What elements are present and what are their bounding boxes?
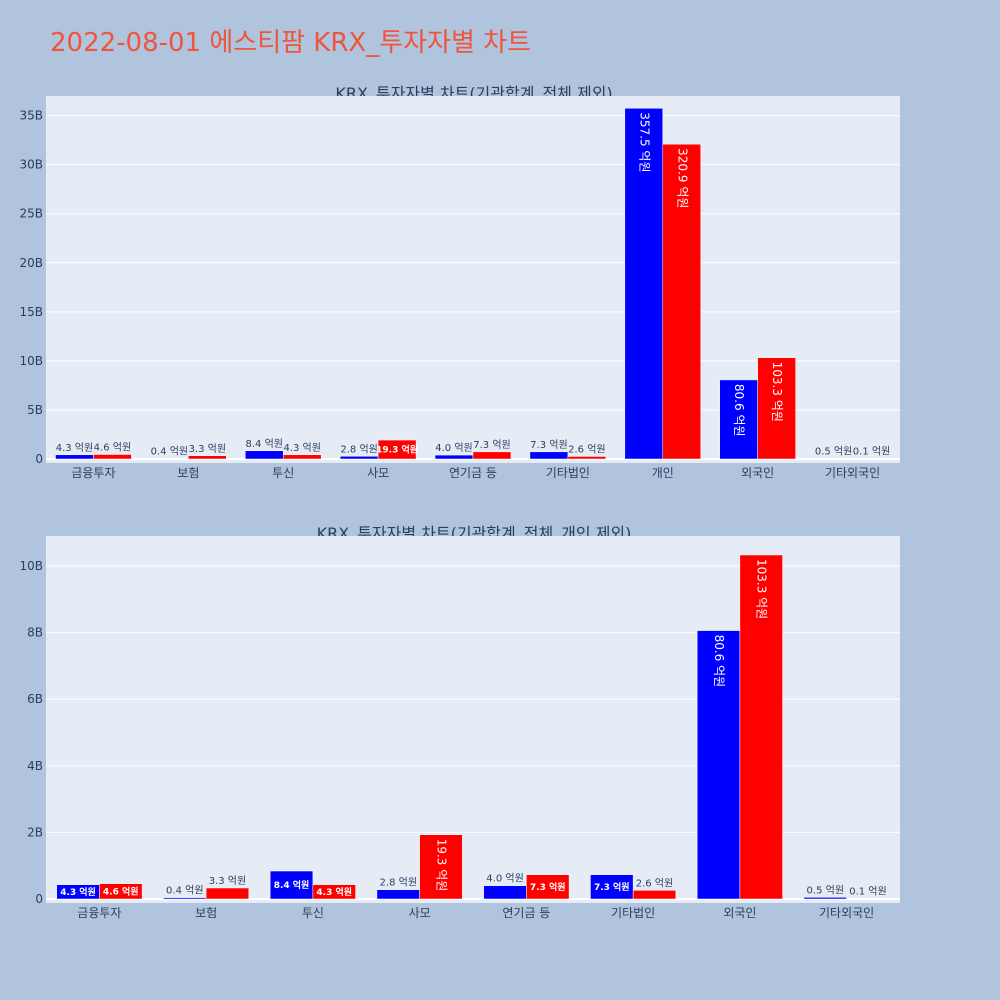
chart-1-x-tick-label: 외국인 xyxy=(741,466,774,480)
chart-1-data-label: 3.3 억원 xyxy=(189,443,226,455)
chart-1-bar xyxy=(377,439,417,460)
chart-1-data-label: 4.3 억원 xyxy=(283,442,320,454)
chart-1-y-tick-label: 0 xyxy=(35,452,43,466)
chart-1-y-tick-label: 15B xyxy=(19,305,43,319)
chart-1-x-tick-label: 사모 xyxy=(367,466,389,480)
chart-1-x-tick-label: 기타외국인 xyxy=(825,466,880,480)
chart-1-data-label: 103.3 억원 xyxy=(770,362,784,422)
chart-2-data-label: 8.4 억원 xyxy=(274,879,310,891)
chart-2-x-tick-label: 기타법인 xyxy=(611,906,655,920)
chart-2-bar xyxy=(632,890,677,900)
chart-1-bar xyxy=(624,108,664,460)
chart-1-x-tick-label: 금융투자 xyxy=(71,466,115,480)
chart-1-data-label: 320.9 억원 xyxy=(675,148,689,208)
chart-1-bar xyxy=(567,456,607,460)
page-title: 2022-08-01 에스티팜 KRX_투자자별 차트 xyxy=(50,28,532,58)
chart-1-y-tick-label: 35B xyxy=(19,109,43,123)
chart-2-data-label: 2.8 억원 xyxy=(380,877,417,889)
chart-1-bar xyxy=(245,450,284,460)
chart-2-data-label: 19.3 억원 xyxy=(434,839,448,892)
chart-2-x-tick-label: 보험 xyxy=(195,906,217,920)
chart-1-bar xyxy=(472,451,512,460)
chart-2-y-tick-label: 8B xyxy=(27,626,43,640)
chart-1-data-label: 8.4 억원 xyxy=(246,438,283,450)
chart-1-x-tick-label: 투신 xyxy=(272,466,294,480)
chart-1-data-label: 2.8 억원 xyxy=(340,443,377,455)
chart-1-x-tick-label: 보험 xyxy=(177,466,199,480)
chart-2-bar xyxy=(803,897,847,900)
chart-2-bar xyxy=(739,554,783,900)
chart-1-bar xyxy=(852,458,891,460)
chart-1-data-label: 7.3 억원 xyxy=(530,439,567,451)
chart-2-x-tick-label: 기타외국인 xyxy=(819,906,874,920)
chart-1-bar xyxy=(814,458,853,460)
chart-2-data-label: 3.3 억원 xyxy=(209,875,246,887)
chart-1-data-label: 80.6 억원 xyxy=(732,384,746,437)
chart-1-bar xyxy=(150,458,189,460)
chart-1-y-tick-label: 5B xyxy=(27,403,43,417)
chart-1-bar xyxy=(719,379,758,460)
chart-2-data-label: 4.0 억원 xyxy=(486,873,523,885)
chart-2-y-tick-label: 6B xyxy=(27,692,43,706)
chart-2-data-label: 80.6 억원 xyxy=(712,635,726,688)
chart-1-y-tick-label: 30B xyxy=(19,158,43,172)
chart-2-data-label: 0.1 억원 xyxy=(849,886,886,898)
chart-2-data-label: 7.3 억원 xyxy=(594,881,630,893)
chart-2-bar xyxy=(312,884,356,900)
chart-2-data-label: 4.3 억원 xyxy=(60,886,96,898)
chart-2-bar xyxy=(483,885,527,900)
chart-2-y-tick-label: 10B xyxy=(19,559,43,573)
chart-2-y-tick-label: 4B xyxy=(27,759,43,773)
chart-2-bar xyxy=(526,874,570,900)
chart-2-data-label: 7.3 억원 xyxy=(530,881,566,893)
chart-1-data-label: 4.3 억원 xyxy=(56,442,93,454)
chart-1-y-tick-label: 20B xyxy=(19,256,43,270)
chart-2-data-label: 0.5 억원 xyxy=(807,884,844,896)
chart-1-data-label: 357.5 억원 xyxy=(637,112,651,172)
chart-2-bar xyxy=(99,883,143,900)
chart-2-x-tick-label: 사모 xyxy=(409,906,431,920)
chart-2-x-tick-label: 연기금 등 xyxy=(502,906,550,920)
chart-2-bar xyxy=(163,897,207,900)
chart-1-data-label: 7.3 억원 xyxy=(473,439,510,451)
chart-2-x-tick-label: 외국인 xyxy=(723,906,756,920)
chart-2-x-tick-label: 금융투자 xyxy=(77,906,121,920)
chart-1-data-label: 0.5 억원 xyxy=(815,446,852,458)
chart-1-bar xyxy=(282,454,322,460)
chart-1-data-label: 2.6 억원 xyxy=(568,443,605,455)
chart-1-bar xyxy=(529,451,569,460)
chart-2-bar xyxy=(376,889,420,900)
chart-1-bar xyxy=(339,456,379,460)
chart-1-bar xyxy=(434,454,474,460)
chart-2-bar xyxy=(696,630,741,900)
chart-1-y-tick-label: 10B xyxy=(19,354,43,368)
chart-1-data-label: 0.4 억원 xyxy=(151,446,188,458)
chart-2-y-tick-label: 0 xyxy=(35,892,43,906)
chart-2-data-label: 4.6 억원 xyxy=(103,885,139,897)
chart-1-data-label: 4.6 억원 xyxy=(94,441,131,453)
chart-1-y-tick-label: 25B xyxy=(19,207,43,221)
chart-1-bar xyxy=(93,454,132,460)
chart-1-x-tick-label: 개인 xyxy=(652,466,674,480)
chart-2-bar xyxy=(590,874,634,900)
chart-1-bar xyxy=(662,143,701,460)
chart-2-data-label: 4.3 억원 xyxy=(316,886,352,898)
chart-1-bar xyxy=(55,454,94,460)
chart-1-x-tick-label: 기타법인 xyxy=(546,466,590,480)
chart-1-bar xyxy=(188,455,227,460)
chart-2-y-tick-label: 2B xyxy=(27,825,43,839)
chart-2-data-label: 0.4 억원 xyxy=(166,885,203,897)
chart-1-data-label: 0.1 억원 xyxy=(853,446,890,458)
chart-1-x-tick-label: 연기금 등 xyxy=(449,466,497,480)
chart-1-data-label: 19.3 억원 xyxy=(376,444,418,456)
chart-2-bar xyxy=(205,887,250,900)
chart-1-bar xyxy=(757,357,796,460)
chart-2-data-label: 2.6 억원 xyxy=(636,877,673,889)
chart-2-bar xyxy=(846,898,890,900)
chart-1-data-label: 4.0 억원 xyxy=(435,442,472,454)
chart-2-bar xyxy=(419,834,463,900)
chart-2-data-label: 103.3 억원 xyxy=(755,559,769,619)
chart-2-x-tick-label: 투신 xyxy=(302,906,324,920)
